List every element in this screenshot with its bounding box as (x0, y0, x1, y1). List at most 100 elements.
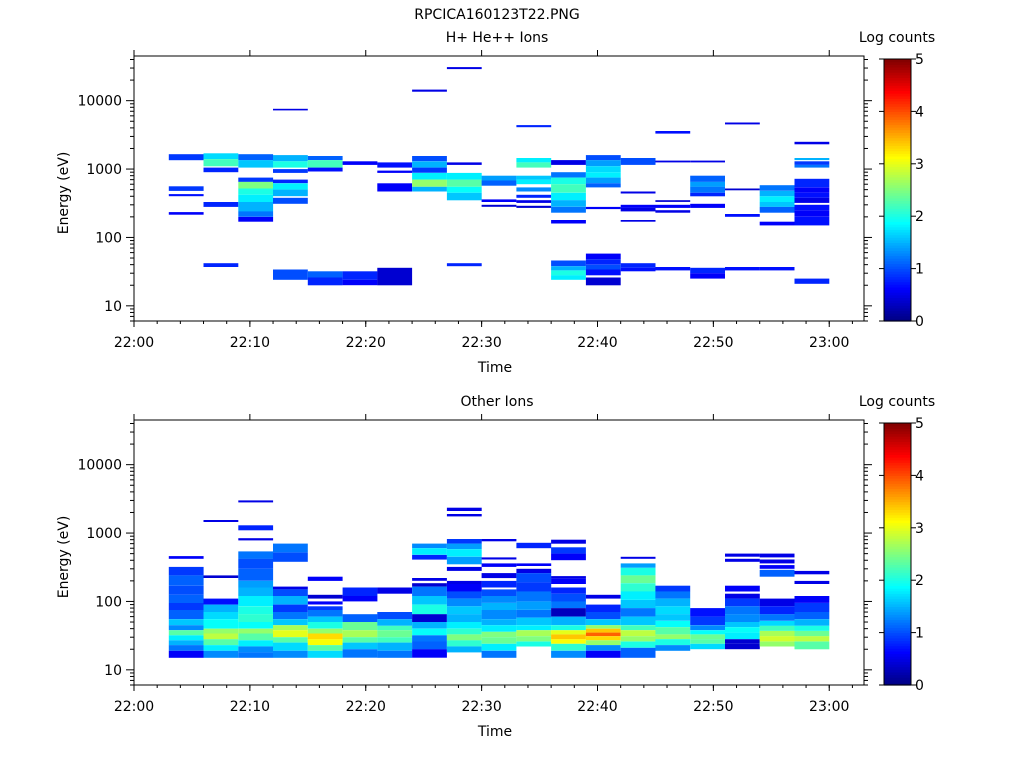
colorbar-band (884, 297, 911, 301)
heatmap-cell (273, 650, 308, 658)
x-axis-label: Time (477, 360, 512, 376)
heatmap-cell (446, 628, 482, 635)
heatmap-cell (620, 204, 656, 208)
heatmap-cell (516, 542, 552, 549)
colorbar-band (884, 622, 911, 626)
colorbar-tick-label: 5 (915, 416, 924, 432)
heatmap-cell (725, 627, 760, 633)
heatmap-cell (307, 594, 343, 599)
heatmap-cell (690, 186, 725, 193)
heatmap-cell (655, 627, 691, 635)
heatmap-cell (551, 553, 586, 561)
colorbar-band (884, 423, 911, 427)
heatmap-cell (759, 196, 795, 202)
heatmap-cell (446, 566, 482, 571)
x-tick-label: 22:10 (230, 699, 270, 715)
heatmap-cell (690, 203, 725, 208)
colorbar-band (884, 213, 911, 217)
colorbar-band (884, 284, 911, 288)
heatmap-cell (238, 580, 274, 588)
x-tick-label: 22:30 (461, 699, 501, 715)
colorbar-band (884, 509, 911, 513)
colorbar-band (884, 606, 911, 610)
heatmap-cell (620, 220, 656, 222)
heatmap-cell (551, 192, 586, 201)
heatmap-cell (342, 279, 378, 286)
heatmap-cell (551, 160, 586, 165)
x-tick-label: 22:20 (346, 699, 386, 715)
heatmap-cell (725, 122, 760, 125)
colorbar-band (884, 506, 911, 511)
heatmap-cell (238, 596, 274, 607)
heatmap-cell (551, 200, 586, 207)
colorbar-band (884, 98, 911, 102)
heatmap-cell (690, 267, 725, 274)
colorbar-band (884, 551, 911, 555)
heatmap-cell (725, 558, 760, 562)
colorbar-band (884, 525, 911, 529)
heatmap-cell (203, 520, 239, 522)
heatmap-cell (238, 177, 274, 182)
heatmap-cell (690, 616, 725, 626)
heatmap-cell (690, 634, 725, 640)
heatmap-cell (168, 186, 204, 191)
heatmap-cell (620, 641, 656, 648)
colorbar-band (884, 664, 911, 668)
heatmap-cell (168, 154, 204, 161)
heatmap-cell (655, 639, 691, 645)
heatmap-cell (794, 192, 830, 198)
colorbar-band (884, 438, 911, 442)
colorbar-band (884, 166, 911, 170)
colorbar-band (884, 574, 911, 579)
heatmap-cell (794, 204, 830, 211)
colorbar-band (884, 114, 911, 118)
heatmap-cell (725, 585, 760, 592)
colorbar-band (884, 496, 911, 500)
colorbar-band (884, 182, 911, 186)
colorbar-band (884, 559, 911, 563)
heatmap-cell (585, 155, 621, 161)
heatmap-cell (273, 637, 308, 643)
colorbar-band (884, 501, 911, 505)
heatmap-cell (273, 596, 308, 605)
heatmap-cell (168, 556, 204, 559)
colorbar-band (884, 433, 911, 437)
colorbar-band (884, 546, 911, 550)
heatmap-cell (794, 625, 830, 631)
heatmap-cell (481, 204, 517, 207)
heatmap-cell (551, 625, 586, 631)
heatmap-cell (620, 563, 656, 568)
heatmap-cell (759, 620, 795, 626)
heatmap-cell (446, 263, 482, 267)
heatmap-cell (342, 630, 378, 638)
colorbar-band (884, 124, 911, 128)
heatmap-cell (412, 596, 447, 605)
colorbar-tick-label: 1 (915, 262, 924, 278)
heatmap-cell (690, 608, 725, 617)
heatmap-cell (168, 619, 204, 626)
colorbar-band (884, 627, 911, 631)
heatmap-cell (238, 500, 274, 503)
colorbar-band (884, 176, 911, 181)
colorbar-band (884, 491, 911, 495)
heatmap-cell (620, 575, 656, 584)
heatmap-cell (238, 568, 274, 581)
heatmap-cell (794, 216, 830, 226)
colorbar-band (884, 629, 911, 634)
colorbar-band (884, 250, 911, 254)
heatmap-cell (412, 554, 447, 560)
colorbar-tick-label: 5 (915, 52, 924, 68)
panel-title: H+ He++ Ions (446, 30, 549, 46)
heatmap-cell (794, 580, 830, 584)
heatmap-cell (446, 186, 482, 193)
colorbar-band (884, 289, 911, 293)
colorbar-band (884, 454, 911, 458)
colorbar-band (884, 611, 911, 615)
heatmap-cell (238, 154, 274, 161)
colorbar-band (884, 237, 911, 241)
heatmap-cell (585, 277, 621, 286)
colorbar-band (884, 543, 911, 547)
colorbar-band (884, 161, 911, 165)
heatmap-cell (377, 642, 413, 651)
heatmap-cell (725, 639, 760, 644)
